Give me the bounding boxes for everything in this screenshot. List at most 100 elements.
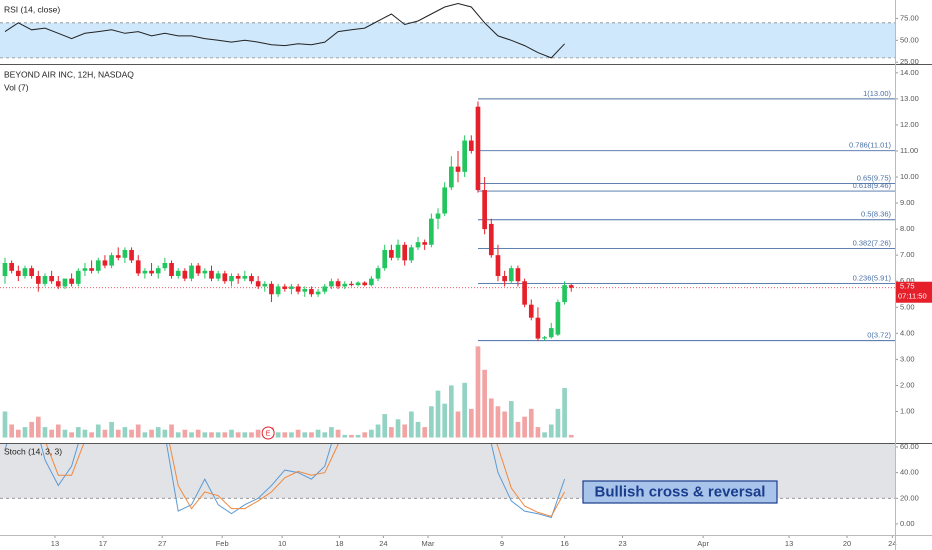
x-tick-label: Mar — [422, 539, 435, 548]
series-line — [4, 2, 565, 59]
candle-body — [362, 282, 368, 286]
fib-label: 0.786(11.01) — [849, 141, 891, 150]
x-tick-label: 20 — [843, 539, 851, 548]
y-tick-label: 6.00 — [900, 276, 915, 285]
x-tick-label: Feb — [216, 539, 229, 548]
candle-body — [522, 281, 527, 305]
volume-bar — [488, 398, 494, 438]
y-tick-label: 20.00 — [900, 493, 919, 502]
series-line — [45, 443, 566, 517]
candle-body — [149, 270, 154, 274]
candle-body — [135, 260, 141, 274]
candle-body — [275, 286, 281, 295]
volume-bar — [309, 432, 314, 438]
volume-bar — [162, 429, 168, 438]
volume-bar — [82, 429, 88, 438]
volume-bar — [455, 411, 461, 438]
x-tick-label: 9 — [500, 539, 504, 548]
candle-body — [222, 273, 228, 282]
last-price-label: 5.75 — [900, 282, 915, 291]
candle-body — [229, 276, 234, 282]
candle-body — [508, 268, 514, 282]
volume-bar — [209, 432, 214, 438]
candle-body — [422, 242, 428, 245]
candle-body — [462, 140, 467, 172]
volume-bar — [508, 401, 514, 438]
series-line — [4, 443, 566, 519]
candle-body — [329, 281, 334, 287]
volume-bar — [369, 429, 374, 438]
candle-body — [9, 262, 14, 271]
candle-body — [369, 278, 374, 286]
volume-bar — [89, 432, 94, 438]
volume-bar — [115, 429, 121, 438]
volume-bar — [535, 427, 541, 438]
volume-bar — [555, 408, 561, 438]
volume-bar — [69, 432, 74, 438]
candle-body — [349, 283, 354, 286]
x-tick-label: 17 — [99, 539, 107, 548]
candle-body — [542, 337, 547, 339]
volume-bar — [548, 424, 554, 438]
candle-body — [42, 276, 48, 284]
candle-body — [169, 262, 174, 277]
candle-body — [109, 255, 114, 266]
volume-bar — [435, 390, 441, 438]
volume-bar — [42, 427, 48, 438]
candle-body — [535, 317, 541, 339]
candle-body — [289, 286, 294, 290]
candle-body — [129, 249, 134, 261]
fib-label: 0.382(7.26) — [853, 238, 892, 247]
candle-body — [242, 276, 248, 279]
candle-body — [162, 262, 168, 269]
volume-bar — [522, 416, 527, 438]
last-price-box — [896, 281, 932, 303]
volume-bar — [49, 429, 54, 438]
candle-body — [482, 190, 487, 230]
volume-bar — [15, 429, 21, 438]
volume-bar — [102, 429, 108, 438]
volume-bar — [495, 406, 501, 438]
annotation-text: Bullish cross & reversal — [595, 483, 766, 500]
candle-body — [395, 244, 401, 258]
fib-label: 0.618(9.46) — [853, 181, 892, 190]
volume-bar — [249, 432, 254, 438]
fib-label: 0.65(9.75) — [857, 174, 892, 183]
volume-bar — [429, 406, 434, 438]
fib-label: 0(3.72) — [867, 331, 891, 340]
volume-bar — [282, 432, 288, 438]
volume-bar — [95, 424, 101, 438]
y-tick-label: 75.00 — [900, 13, 919, 22]
volume-bar — [109, 421, 114, 438]
candle-body — [495, 255, 501, 277]
candle-body — [282, 286, 288, 290]
candle-body — [255, 281, 261, 287]
x-tick-label: 23 — [618, 539, 626, 548]
volume-bar — [29, 421, 34, 438]
volume-bar — [528, 408, 534, 438]
volume-bar — [329, 427, 334, 438]
y-tick-label: 0.00 — [900, 519, 915, 528]
volume-bar — [2, 411, 8, 438]
candle-body — [249, 276, 254, 282]
volume-bar — [568, 434, 574, 438]
volume-bar — [409, 411, 414, 438]
rsi-title: RSI (14, close) — [4, 4, 60, 14]
candle-body — [409, 247, 414, 261]
candle-body — [175, 270, 181, 277]
volume-bar — [62, 429, 68, 438]
volume-bar — [175, 432, 181, 438]
volume-bar — [335, 429, 341, 438]
volume-bar — [195, 429, 201, 438]
volume-bar — [542, 432, 547, 438]
main-title: BEYOND AIR INC, 12H, NASDAQ — [4, 69, 134, 79]
candle-body — [435, 213, 441, 219]
candle-body — [442, 187, 448, 214]
volume-bar — [349, 434, 354, 438]
x-tick-label: 16 — [560, 539, 568, 548]
earnings-label: E — [266, 430, 271, 437]
candle-body — [429, 218, 434, 245]
earnings-marker — [261, 426, 275, 440]
